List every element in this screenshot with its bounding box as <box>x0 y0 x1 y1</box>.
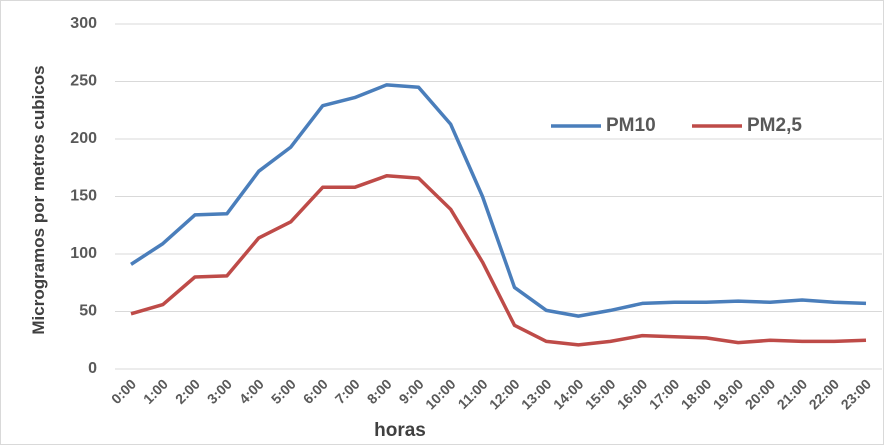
y-axis-label: Microgramos por metros cubicos <box>29 65 48 334</box>
y-tick-label: 0 <box>88 360 97 377</box>
legend-label: PM10 <box>606 115 656 136</box>
data-line <box>130 83 867 318</box>
legend-label: PM2,5 <box>747 115 802 136</box>
data-line <box>130 174 867 347</box>
x-axis-label: horas <box>374 420 426 441</box>
y-tick-label: 50 <box>79 303 97 320</box>
y-tick-label: 300 <box>70 15 97 32</box>
y-tick-label: 100 <box>70 245 97 262</box>
y-tick-label: 150 <box>70 188 97 205</box>
y-tick-label: 250 <box>70 73 97 90</box>
y-tick-label: 200 <box>70 130 97 147</box>
